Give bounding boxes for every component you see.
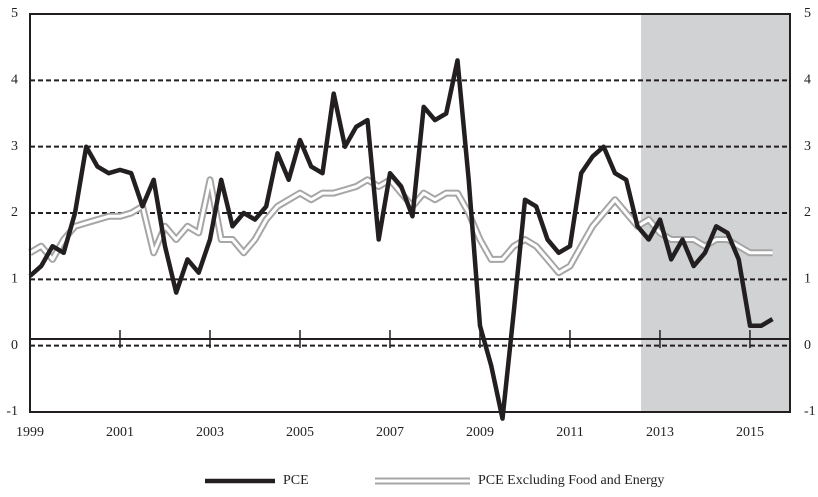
x-tick-label: 2009 [466, 425, 494, 440]
x-tick-label: 2003 [196, 425, 224, 440]
y-tick-label: 5 [11, 6, 18, 21]
x-tick-label: 2015 [736, 425, 764, 440]
plot-frame [29, 13, 791, 413]
y-tick-label: 3 [11, 139, 18, 154]
y-tick-label: -1 [6, 404, 18, 419]
x-tick-label: 2005 [286, 425, 314, 440]
x-tick-label: 2001 [106, 425, 134, 440]
y2-tick-label: 5 [804, 6, 811, 21]
series-line [29, 178, 773, 275]
y-tick-label: 0 [11, 338, 18, 353]
x-tick-label: 2013 [646, 425, 674, 440]
y2-tick-label: 1 [804, 272, 811, 287]
x-tick-label: 2011 [556, 425, 583, 440]
x-tick-label: 1999 [16, 425, 44, 440]
y2-tick-label: 2 [804, 205, 811, 220]
legend-label: PCE [283, 473, 309, 488]
y2-tick-label: -1 [804, 404, 816, 419]
y-tick-label: 1 [11, 272, 18, 287]
y2-tick-label: 3 [804, 139, 811, 154]
legend-label: PCE Excluding Food and Energy [478, 473, 664, 488]
x-tick-label: 2007 [376, 425, 404, 440]
series-line [28, 58, 774, 421]
y2-tick-label: 0 [804, 338, 811, 353]
y2-tick-label: 4 [804, 73, 811, 88]
y-tick-label: 2 [11, 205, 18, 220]
y-tick-label: 4 [11, 73, 18, 88]
